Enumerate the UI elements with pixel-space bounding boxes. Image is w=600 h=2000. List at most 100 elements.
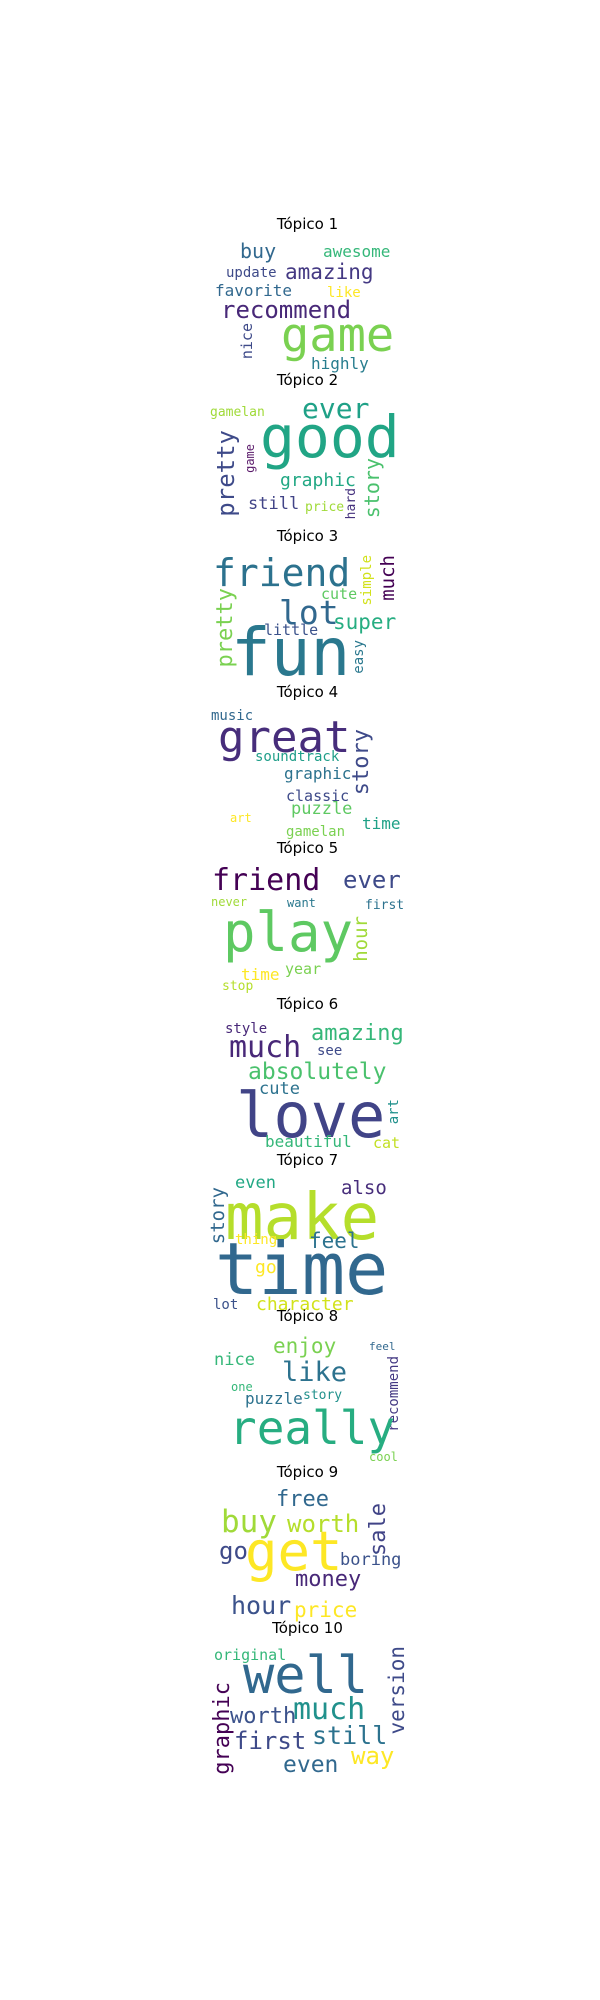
cloud-word: music: [211, 708, 254, 724]
cloud-word: much: [377, 555, 399, 601]
cloud-word: favorite: [215, 281, 293, 300]
cloud-word: amazing: [285, 260, 374, 284]
cloud-word: buy: [221, 1504, 277, 1540]
cloud-word: time: [215, 1227, 389, 1311]
cloud-word: update: [226, 265, 277, 281]
cloud-word: year: [285, 960, 322, 978]
cloud-word: awesome: [323, 242, 391, 261]
cloud-word: cat: [373, 1134, 401, 1152]
cloud-word: never: [211, 895, 248, 909]
topic-title: Tópico 5: [276, 839, 339, 857]
word-cloud: even also story make thing feel time go …: [205, 1173, 405, 1315]
cloud-word: lot: [213, 1297, 239, 1313]
cloud-word: first: [365, 898, 405, 913]
cloud-word: story: [349, 729, 374, 796]
cloud-word: time: [362, 814, 401, 833]
cloud-word: friend: [213, 551, 351, 595]
cloud-word: play: [223, 901, 354, 964]
cloud-word: worth: [287, 1510, 360, 1538]
cloud-word: still: [248, 494, 300, 514]
cloud-word: buy: [240, 239, 277, 263]
cloud-word: boring: [340, 1550, 402, 1570]
cloud-word: highly: [311, 354, 369, 373]
cloud-word: also: [341, 1177, 387, 1199]
word-cloud: awesome buy amazing update favorite like…: [205, 239, 405, 376]
word-cloud: style amazing much see absolutely cute l…: [205, 1019, 405, 1156]
cloud-word: great: [218, 712, 351, 763]
cloud-word: graphic: [284, 764, 352, 783]
cloud-word: classic: [286, 787, 350, 805]
word-cloud: music great story soundtrack graphic cla…: [205, 707, 405, 844]
cloud-word: well: [243, 1646, 369, 1706]
word-cloud: friend simple much cute lot super pretty…: [205, 551, 405, 688]
cloud-word: recommend: [221, 296, 352, 324]
cloud-word: feel: [309, 1229, 360, 1253]
cloud-word: simple: [359, 555, 375, 606]
cloud-word: price: [294, 1598, 358, 1622]
cloud-word: story: [303, 1388, 343, 1403]
topic-title: Tópico 4: [276, 683, 339, 701]
cloud-word: pretty: [212, 430, 240, 517]
cloud-word: nice: [238, 323, 256, 360]
cloud-word: like: [327, 285, 361, 301]
topic-title: Tópico 8: [276, 1307, 339, 1325]
cloud-word: even: [283, 1752, 339, 1778]
cloud-word: little: [264, 621, 319, 639]
cloud-word: gamelan: [210, 405, 265, 420]
topic-title: Tópico 10: [272, 1619, 343, 1637]
topic-title: Tópico 9: [276, 1463, 339, 1481]
cloud-word: like: [282, 1357, 348, 1388]
cloud-word: ever: [343, 866, 401, 894]
cloud-word: enjoy: [273, 1334, 337, 1358]
cloud-word: art: [230, 811, 252, 825]
word-cloud: gamelan ever good pretty game graphic st…: [205, 395, 405, 532]
cloud-word: cool: [369, 1450, 398, 1464]
cloud-word: still: [312, 1721, 388, 1750]
word-cloud: original well version graphic worth much…: [205, 1643, 409, 1780]
cloud-word: cute: [321, 585, 358, 603]
cloud-word: hour: [231, 1591, 292, 1620]
cloud-word: first: [234, 1727, 307, 1755]
cloud-word: character: [256, 1294, 354, 1315]
word-cloud: free buy worth sale go get boring money …: [205, 1487, 405, 1624]
cloud-word: super: [333, 610, 397, 634]
cloud-word: version: [385, 1646, 409, 1735]
cloud-word: want: [287, 896, 316, 910]
cloud-word: graphic: [280, 470, 356, 491]
cloud-word: money: [295, 1567, 362, 1592]
cloud-word: go: [255, 1257, 277, 1278]
word-cloud: enjoy feel nice like recommend one puzzl…: [205, 1331, 405, 1468]
cloud-word: game: [243, 444, 257, 473]
cloud-word: soundtrack: [255, 749, 340, 765]
cloud-word: style: [225, 1021, 268, 1037]
cloud-word: story: [360, 458, 384, 519]
cloud-word: hard: [344, 488, 359, 520]
topic-title: Tópico 2: [276, 371, 339, 389]
cloud-word: puzzle: [245, 1389, 303, 1408]
cloud-word: ever: [302, 392, 370, 425]
cloud-word: thing: [235, 1232, 278, 1248]
cloud-word: worth: [230, 1704, 297, 1729]
cloud-word: nice: [214, 1350, 255, 1370]
cloud-word: hour: [350, 916, 372, 962]
cloud-word: good: [260, 403, 400, 471]
cloud-word: much: [229, 1030, 302, 1065]
cloud-word: way: [351, 1742, 395, 1770]
cloud-word: price: [305, 500, 345, 515]
topic-title: Tópico 3: [276, 527, 339, 545]
cloud-word: cute: [259, 1079, 300, 1099]
cloud-word: easy: [351, 640, 367, 674]
topic-title: Tópico 7: [276, 1151, 339, 1169]
cloud-word: amazing: [311, 1021, 404, 1046]
cloud-word: art: [386, 1099, 402, 1125]
cloud-word: even: [235, 1173, 276, 1193]
topic-title: Tópico 6: [276, 995, 339, 1013]
topic-title: Tópico 1: [276, 215, 339, 233]
word-cloud: friend ever never want first play hour y…: [205, 863, 405, 1000]
cloud-word: time: [241, 965, 280, 984]
cloud-word: feel: [369, 1340, 396, 1353]
cloud-word: absolutely: [248, 1059, 387, 1085]
cloud-word: gamelan: [286, 824, 346, 840]
cloud-word: really: [229, 1401, 396, 1455]
cloud-word: make: [225, 1181, 380, 1255]
